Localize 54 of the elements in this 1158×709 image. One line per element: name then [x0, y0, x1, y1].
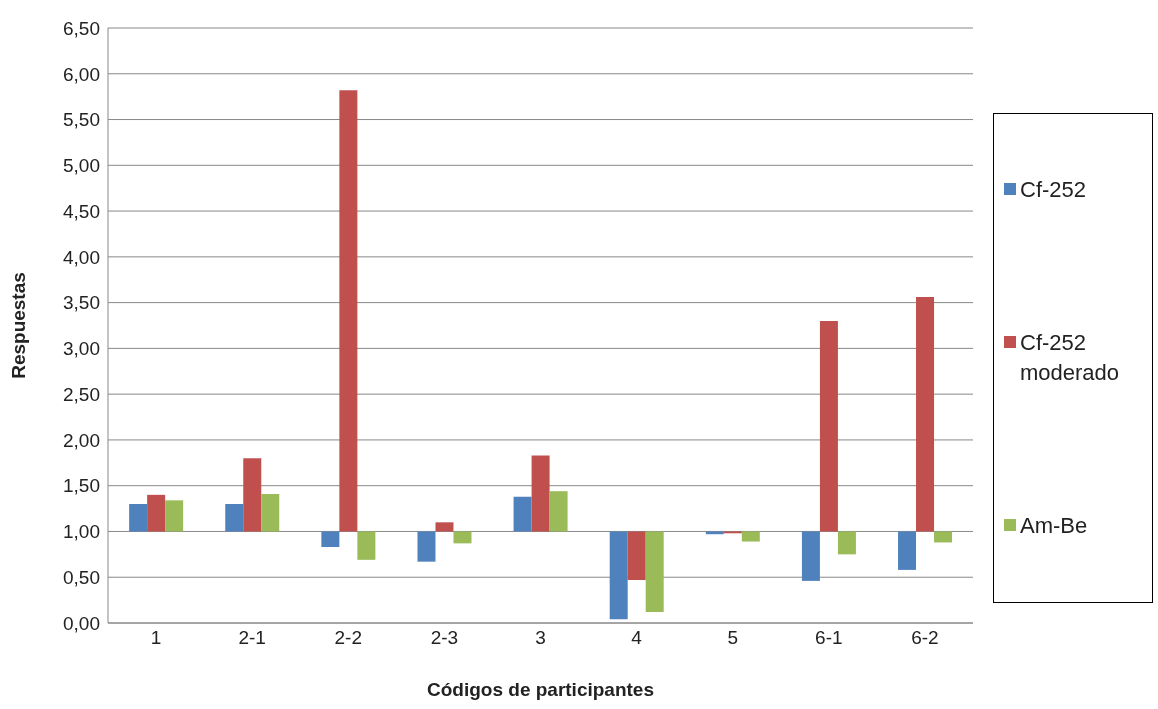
- y-tick-label: 1,00: [63, 521, 100, 543]
- bar: [549, 491, 568, 532]
- bar: [513, 496, 532, 532]
- y-tick-label: 3,00: [63, 338, 100, 360]
- x-tick-label: 6-2: [911, 627, 939, 649]
- x-tick-label: 6-1: [815, 627, 843, 649]
- bar: [165, 500, 184, 532]
- bar: [321, 531, 340, 548]
- x-tick-label: 2-2: [334, 627, 363, 649]
- bar: [916, 297, 935, 532]
- y-tick-label: 1,50: [63, 475, 100, 497]
- x-tick-label: 5: [727, 627, 739, 649]
- bar: [417, 531, 436, 562]
- y-tick-label: 2,00: [63, 429, 100, 451]
- y-tick-label: 3,50: [63, 292, 100, 314]
- x-tick-label: 2-1: [238, 627, 266, 649]
- bar: [645, 531, 664, 613]
- bar: [705, 531, 724, 535]
- x-tick-label: 4: [631, 627, 643, 649]
- bar: [741, 531, 760, 542]
- y-tick-label: 4,50: [63, 200, 100, 222]
- bar: [339, 90, 358, 532]
- y-tick-label: 5,50: [63, 109, 100, 131]
- bar: [261, 493, 280, 532]
- y-axis-title: Respuestas: [7, 272, 29, 379]
- legend-label: Cf-252: [1020, 176, 1088, 205]
- bar: [225, 504, 244, 532]
- y-tick-label: 2,50: [63, 383, 100, 405]
- y-tick-label: 6,50: [63, 17, 100, 39]
- bar: [243, 458, 262, 532]
- y-tick-label: 4,00: [63, 246, 100, 268]
- x-tick-label: 1: [150, 627, 162, 649]
- bar: [357, 531, 376, 560]
- legend-label: Am-Be: [1020, 511, 1089, 540]
- bar: [934, 531, 953, 543]
- y-tick-label: 5,00: [63, 155, 100, 177]
- bar: [453, 531, 472, 544]
- bar: [147, 494, 166, 532]
- y-tick-label: 0,50: [63, 566, 100, 588]
- bar: [837, 531, 856, 555]
- x-axis-title: Códigos de participantes: [427, 679, 654, 701]
- y-tick-label: 6,00: [63, 63, 100, 85]
- bar: [801, 531, 820, 581]
- bar: [609, 531, 628, 620]
- x-tick-label: 2-3: [430, 627, 459, 649]
- bar: [531, 455, 550, 532]
- bar: [627, 531, 646, 580]
- bar: [898, 531, 917, 570]
- x-tick-label: 3: [535, 627, 546, 649]
- bar: [819, 320, 838, 532]
- bar: [435, 522, 454, 532]
- y-tick-label: 0,00: [63, 612, 100, 634]
- bar: [129, 504, 148, 532]
- legend-label: Cf-252 moderado: [1020, 329, 1121, 387]
